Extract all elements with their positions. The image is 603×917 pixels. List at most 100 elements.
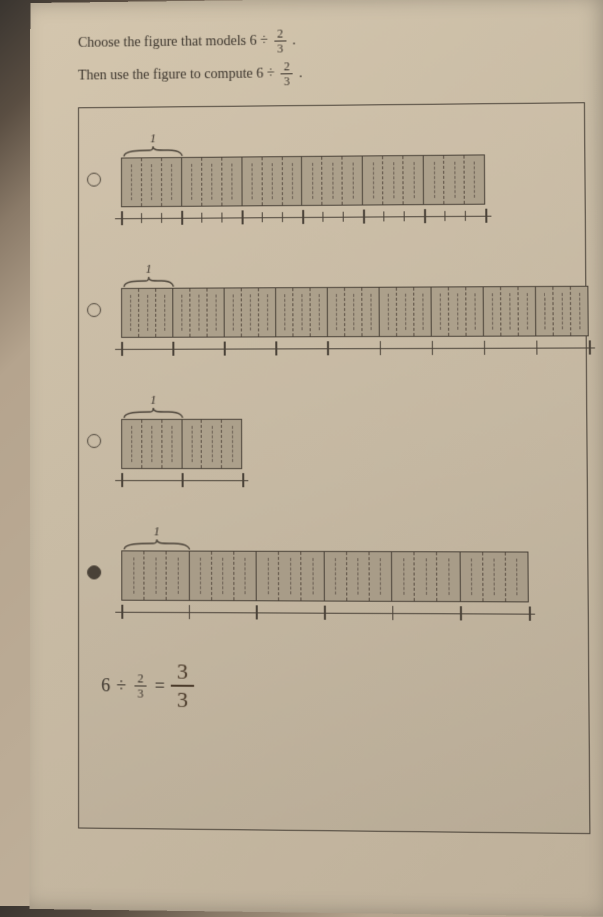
third-cell: [145, 551, 167, 599]
unit-cell: [122, 289, 173, 337]
answer-eq: =: [155, 675, 165, 696]
fraction-bar-model: [121, 286, 589, 338]
tick-major: [256, 605, 258, 619]
unit-cell: [257, 552, 325, 601]
third-cell: [424, 156, 445, 204]
third-cell: [162, 158, 181, 206]
third-cell: [392, 552, 415, 601]
third-cell: [484, 287, 502, 336]
third-cell: [142, 158, 162, 206]
third-cell: [380, 288, 398, 336]
unit-cell: [182, 157, 242, 205]
third-cell: [501, 287, 519, 336]
unit-cell: [324, 552, 392, 601]
unit-cell: [460, 552, 528, 601]
option-d[interactable]: 1: [121, 528, 569, 624]
option-c[interactable]: 1: [121, 396, 568, 490]
third-cell: [282, 157, 301, 205]
tick-minor: [465, 211, 466, 221]
brace-value: 1: [150, 131, 156, 146]
tick-major: [242, 210, 244, 224]
third-cell: [202, 420, 222, 468]
third-cell: [466, 287, 483, 335]
third-cell: [242, 157, 262, 205]
third-cell: [571, 287, 588, 336]
third-cell: [293, 288, 310, 336]
radio-option-c[interactable]: [87, 433, 101, 447]
unit-cell: [302, 156, 363, 205]
tick-major: [589, 340, 591, 354]
brace-label: 1: [123, 528, 530, 551]
unit-cell: [173, 288, 224, 336]
prompt-line-2: Then use the figure to compute 6 ÷ 2 3 .: [78, 57, 585, 89]
third-cell: [343, 156, 362, 204]
frac-den: 3: [137, 686, 143, 699]
option-b[interactable]: 1: [121, 264, 567, 359]
tick-major: [189, 605, 191, 619]
unit-cell: [424, 155, 484, 204]
third-cell: [262, 157, 282, 205]
tick-minor: [282, 212, 283, 222]
third-cell: [156, 289, 172, 337]
third-cell: [139, 289, 156, 337]
tick-major: [392, 606, 394, 620]
tick-major: [485, 209, 487, 223]
tick-major: [121, 342, 123, 356]
tick-minor: [444, 211, 445, 221]
option-a[interactable]: 1: [121, 132, 566, 229]
radio-option-b[interactable]: [87, 303, 101, 317]
prompt-1-period: .: [292, 33, 296, 49]
frac-den: 3: [284, 74, 290, 87]
prompt-2-fraction: 2 3: [281, 60, 293, 87]
tick-major: [121, 605, 123, 619]
tick-minor: [343, 212, 344, 222]
tick-minor: [322, 212, 323, 222]
prompt-line-1: Choose the figure that models 6 ÷ 2 3 .: [78, 24, 585, 57]
third-cell: [449, 287, 467, 335]
tick-minor: [262, 212, 263, 222]
frac-den: 3: [277, 41, 283, 54]
third-cell: [242, 288, 259, 336]
brace-value: 1: [146, 262, 152, 277]
radio-option-a[interactable]: [87, 172, 101, 186]
unit-cell: [122, 158, 182, 206]
radio-option-d[interactable]: [87, 565, 101, 579]
prompt-1-text: Choose the figure that models 6 ÷: [78, 33, 268, 51]
number-line: [121, 472, 242, 490]
brace-icon: [123, 407, 183, 419]
frac-num: 2: [281, 60, 293, 74]
number-line: [121, 604, 529, 624]
unit-cell: [363, 156, 424, 205]
tick-major: [327, 341, 329, 355]
fraction-bar-model: [121, 550, 529, 602]
tick-minor: [383, 211, 384, 221]
third-cell: [460, 552, 483, 601]
third-cell: [122, 420, 142, 468]
unit-cell: [182, 420, 241, 468]
brace-value: 1: [150, 393, 156, 408]
answer-lhs-frac: 2 3: [134, 672, 146, 699]
brace-label: 1: [123, 263, 590, 287]
tick-minor: [404, 211, 405, 221]
third-cell: [506, 552, 528, 601]
answer-rhs-handwritten: 3 3: [171, 660, 194, 711]
unit-cell: [122, 551, 189, 600]
tick-major: [121, 211, 123, 225]
prompt-1-fraction: 2 3: [274, 28, 286, 55]
tick-major: [536, 341, 538, 355]
tick-major: [224, 342, 226, 356]
third-cell: [225, 288, 242, 336]
third-cell: [553, 287, 571, 336]
third-cell: [465, 155, 485, 203]
third-cell: [222, 158, 241, 206]
tick-major: [182, 473, 184, 487]
third-cell: [276, 288, 293, 336]
third-cell: [519, 287, 536, 336]
third-cell: [404, 156, 424, 204]
third-cell: [122, 551, 144, 599]
third-cell: [536, 287, 554, 336]
third-cell: [279, 552, 302, 601]
third-cell: [362, 288, 378, 336]
tick-major: [460, 606, 462, 620]
number-line-axis: [115, 347, 595, 349]
